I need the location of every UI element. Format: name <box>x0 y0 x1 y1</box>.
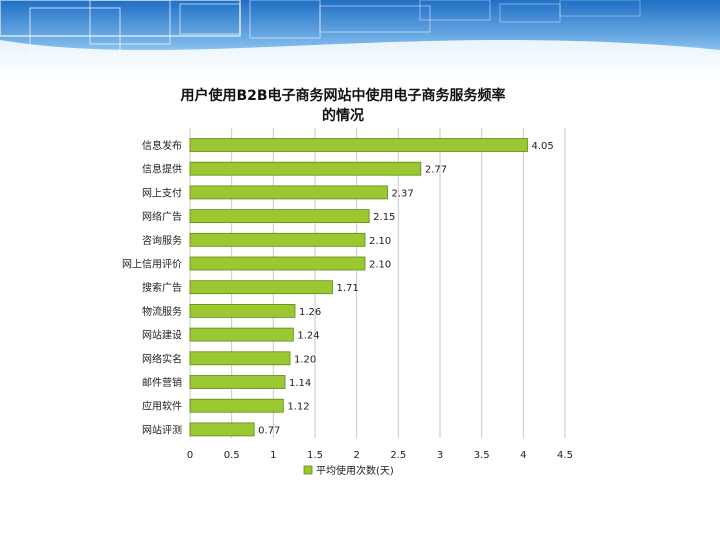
x-tick-label-5: 2.5 <box>390 450 406 461</box>
chart-title-line-2: 的情况 <box>322 108 364 124</box>
value-label-3: 2.15 <box>373 212 395 223</box>
slide-header-decoration <box>0 0 720 80</box>
x-tick-label-7: 3.5 <box>474 450 490 461</box>
value-label-1: 2.77 <box>425 165 447 176</box>
legend-swatch <box>303 465 313 475</box>
bar-4 <box>189 232 366 247</box>
bar-3 <box>189 209 370 223</box>
value-label-10: 1.14 <box>289 378 311 389</box>
category-label-5: 网上信用评价 <box>122 259 182 271</box>
chart-panel: 用户使用B2B电子商务网站中使用电子商务服务频率 的情况 信息发布 4.05 信息提… <box>108 82 578 492</box>
bar-12 <box>189 422 255 437</box>
bar-chart: 信息发布 4.05 信息提供 2.77 网上支付 2.37 网络广告 2.15 咨询服务 2.10… <box>122 128 573 477</box>
value-label-8: 1.24 <box>297 331 319 342</box>
x-tick-label-1: 0.5 <box>224 450 240 461</box>
bar-6 <box>189 280 333 295</box>
chart-title: 用户使用B2B电子商务网站中使用电子商务服务频率 的情况 <box>108 86 578 126</box>
x-tick-label-0: 0 <box>187 450 193 461</box>
x-tick-label-2: 1 <box>270 450 276 461</box>
category-label-10: 邮件营销 <box>142 376 182 389</box>
bar-1 <box>189 161 422 176</box>
chart-title-line-1: 用户使用B2B电子商务网站中使用电子商务服务频率 <box>180 88 506 104</box>
x-tick-label-3: 1.5 <box>307 450 323 461</box>
bar-8 <box>189 327 294 342</box>
x-tick-label-8: 4 <box>520 450 526 461</box>
bar-9 <box>189 351 291 366</box>
bar-0 <box>189 138 528 152</box>
value-label-0: 4.05 <box>532 141 554 152</box>
category-label-1: 信息提供 <box>142 163 182 176</box>
category-label-8: 网站建设 <box>142 329 182 342</box>
category-label-9: 网络实名 <box>142 352 182 365</box>
x-tick-label-4: 2 <box>353 450 359 461</box>
value-label-12: 0.77 <box>258 425 280 436</box>
category-label-6: 搜索广告 <box>142 281 182 294</box>
category-label-0: 信息发布 <box>142 139 182 152</box>
bar-5 <box>189 256 366 271</box>
value-label-4: 2.10 <box>369 236 391 247</box>
x-tick-label-9: 4.5 <box>557 450 573 461</box>
category-label-2: 网上支付 <box>142 186 182 199</box>
category-label-12: 网站评测 <box>142 423 182 436</box>
value-label-2: 2.37 <box>392 188 414 199</box>
value-label-9: 1.20 <box>294 354 316 365</box>
legend-label: 平均使用次数(天) <box>316 464 394 477</box>
value-label-5: 2.10 <box>369 260 391 271</box>
value-label-7: 1.26 <box>299 307 321 318</box>
category-label-4: 咨询服务 <box>142 234 182 247</box>
bar-2 <box>189 185 388 200</box>
category-label-11: 应用软件 <box>142 400 182 413</box>
bar-10 <box>189 375 286 389</box>
category-label-7: 物流服务 <box>142 305 182 318</box>
category-label-3: 网络广告 <box>142 210 182 223</box>
bar-11 <box>189 398 284 413</box>
value-label-11: 1.12 <box>287 402 309 413</box>
value-label-6: 1.71 <box>337 283 359 294</box>
x-tick-label-6: 3 <box>437 450 443 461</box>
bar-7 <box>189 303 296 318</box>
